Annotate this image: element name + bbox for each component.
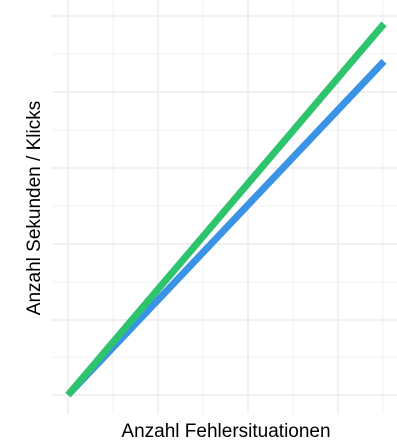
series-line-2 xyxy=(65,21,387,398)
y-axis-label: Anzahl Sekunden / Klicks xyxy=(24,101,45,315)
grid-lines xyxy=(52,0,397,414)
series-lines xyxy=(65,21,387,398)
x-axis-label: Anzahl Fehlersituationen xyxy=(121,421,330,442)
series-line-1 xyxy=(65,58,387,398)
